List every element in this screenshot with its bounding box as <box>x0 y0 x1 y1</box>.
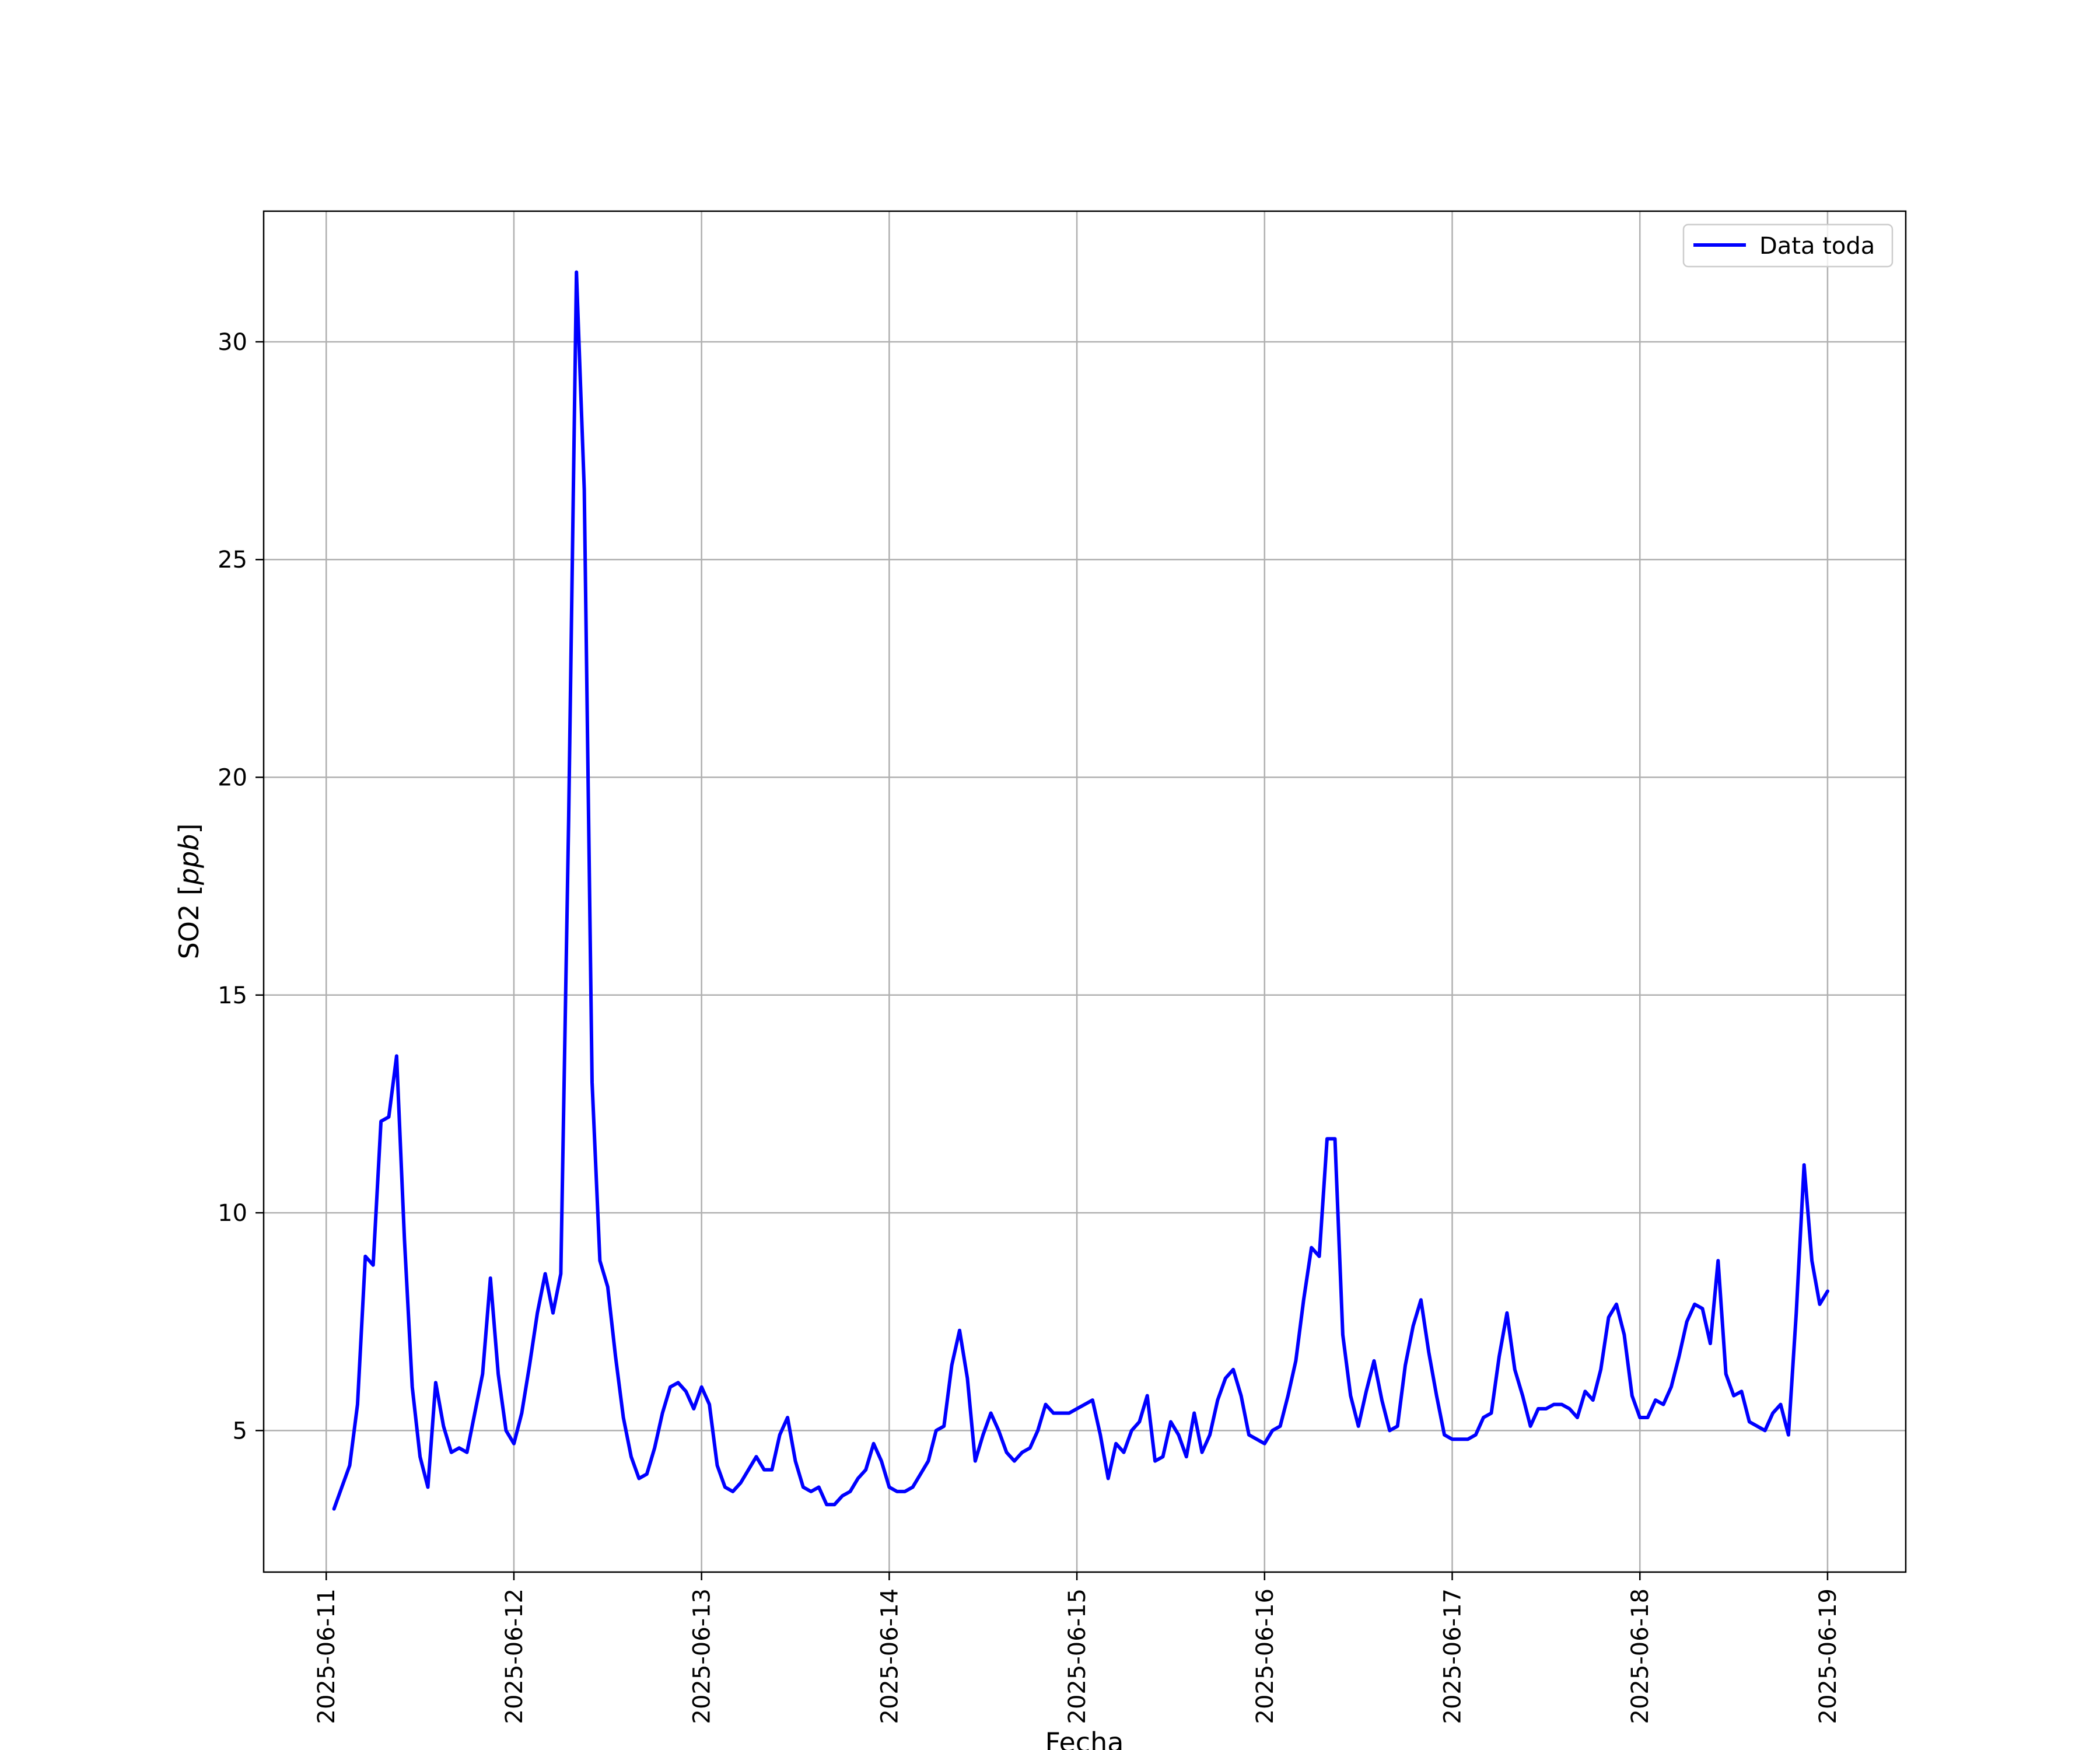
series-layer <box>332 270 1829 1511</box>
x-axis-ticks: 2025-06-11 2025-06-12 2025-06-13 2025-06-14… <box>313 1572 1842 1724</box>
x-tick-label: 2025-06-17 <box>1440 1588 1466 1724</box>
x-tick-label: 2025-06-14 <box>876 1588 903 1724</box>
plot-frame <box>262 210 1907 1573</box>
y-tick-label: 25 <box>218 547 247 573</box>
legend: Data toda <box>1682 223 1894 268</box>
x-tick-label: 2025-06-15 <box>1064 1588 1091 1724</box>
x-tick-label: 2025-06-18 <box>1627 1588 1654 1724</box>
x-tick-label: 2025-06-13 <box>689 1588 716 1724</box>
plot-area-background <box>264 211 1906 1572</box>
legend-label: Data toda <box>1759 233 1875 260</box>
legend-box <box>1682 223 1894 268</box>
horizontal-gridlines <box>264 341 1906 1432</box>
y-tick-label: 15 <box>218 982 247 1009</box>
y-axis-label-suffix: ] <box>173 824 205 834</box>
y-tick-label: 20 <box>218 765 247 792</box>
x-tick-label: 2025-06-11 <box>313 1588 340 1724</box>
x-axis-label: Fecha <box>1045 1727 1124 1750</box>
vertical-gridlines <box>325 211 1829 1572</box>
series-line <box>332 270 1829 1511</box>
y-axis-label-unit: ppb <box>173 834 205 886</box>
y-axis-label-prefix: SO2 [ <box>173 885 205 959</box>
x-tick-label: 2025-06-19 <box>1815 1588 1842 1724</box>
y-tick-label: 10 <box>218 1200 247 1227</box>
y-tick-label: 5 <box>233 1418 247 1444</box>
y-tick-label: 30 <box>218 329 247 356</box>
x-tick-label: 2025-06-16 <box>1252 1588 1279 1724</box>
x-tick-label: 2025-06-12 <box>501 1588 528 1724</box>
y-axis-ticks: 5 10 15 20 25 30 <box>218 329 264 1444</box>
y-axis-label: SO2 [ppb] <box>173 824 205 960</box>
